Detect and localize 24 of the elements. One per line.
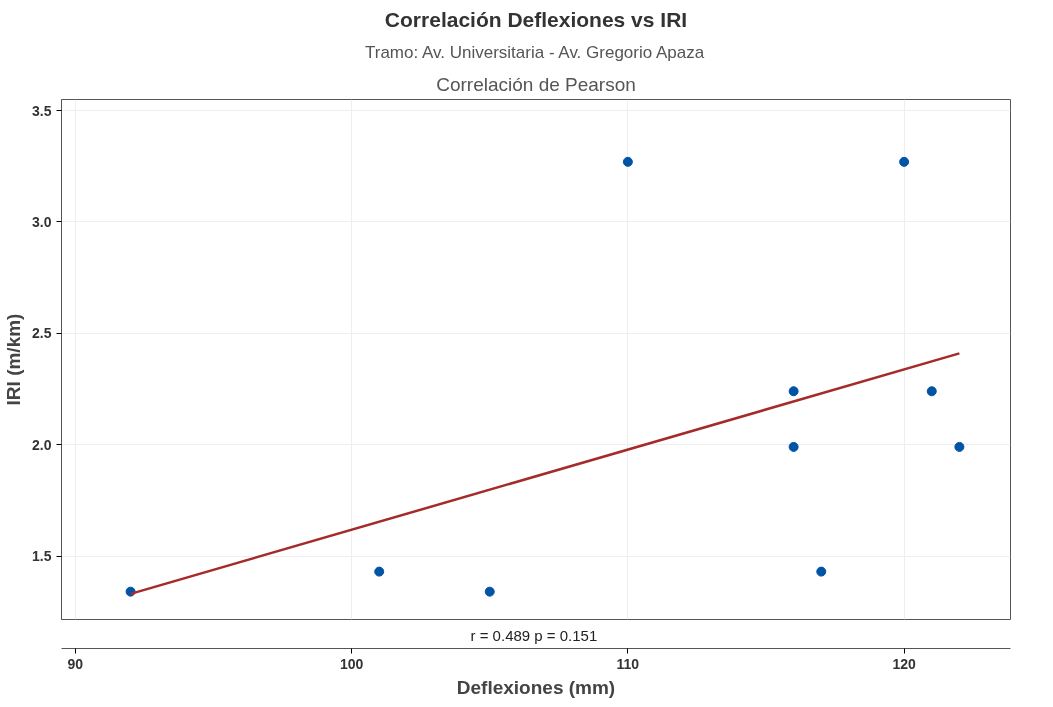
point — [899, 156, 910, 167]
chart-subtitle: Tramo: Av. Universitaria - Av. Gregorio Apaza — [365, 42, 705, 62]
y-tick-label: 3.0 — [32, 213, 52, 230]
point — [374, 566, 385, 577]
x-tick-label: 120 — [892, 655, 917, 672]
y-tick-label: 2.5 — [32, 325, 52, 342]
y-axis-title: IRI (m/km) — [3, 313, 25, 406]
chart-title: Correlación Deflexiones vs IRI — [384, 7, 688, 31]
point — [926, 386, 937, 397]
point — [788, 441, 799, 452]
y-tick-label: 3.5 — [32, 102, 52, 119]
point — [484, 586, 495, 597]
x-axis-title: Deflexiones (mm) — [456, 676, 616, 698]
point — [788, 386, 799, 397]
text: r = 0.489 p = 0.151 — [470, 626, 598, 644]
point — [954, 441, 965, 452]
point — [816, 566, 827, 577]
y-tick-label: 2.0 — [32, 436, 52, 453]
y-tick-label: 1.5 — [32, 548, 52, 565]
x-tick-label: 100 — [339, 655, 364, 672]
x-tick-label: 110 — [616, 655, 640, 672]
x-tick-label: 90 — [67, 655, 84, 672]
text: Correlación de Pearson — [436, 73, 636, 95]
point — [622, 156, 633, 167]
